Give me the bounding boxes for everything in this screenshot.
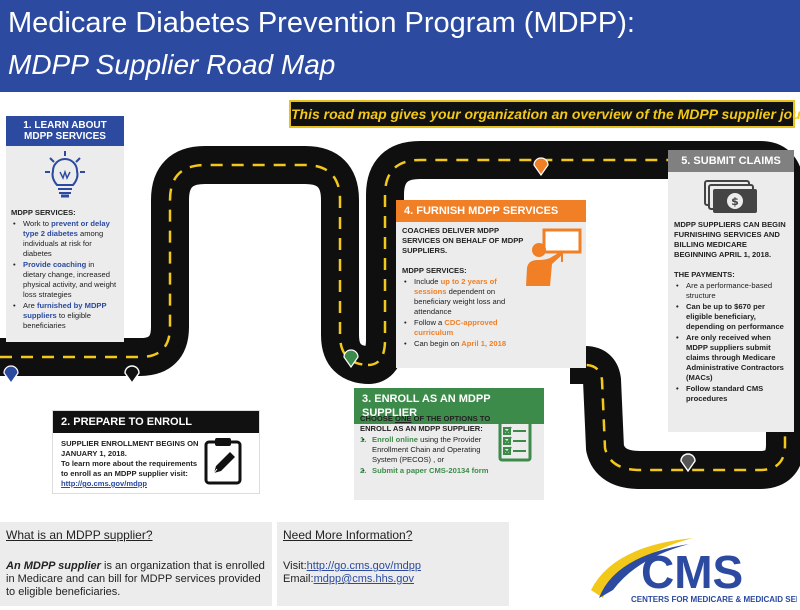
svg-text:$: $	[731, 195, 739, 208]
pin-blue-icon	[3, 365, 19, 384]
step3-enroll-box: 3. ENROLL AS AN MDPP SUPPLIER CHOOSE ONE…	[354, 388, 544, 500]
step5-billing: MDPP SUPPLIERS CAN BEGIN FURNISHING SERV…	[674, 220, 786, 259]
step1-bullet: Provide coaching in dietary change, incr…	[11, 260, 119, 300]
more-heading: Need More Information?	[283, 528, 413, 542]
email-link[interactable]: mdpp@cms.hhs.gov	[313, 573, 414, 585]
money-icon: $	[704, 180, 757, 213]
step2-link[interactable]: http://go.cms.gov/mdpp	[61, 479, 148, 488]
page-title: Medicare Diabetes Prevention Program (MD…	[8, 7, 635, 39]
more-body: Visit:http://go.cms.gov/mdpp Email:mdpp@…	[283, 560, 421, 585]
step4-bullet: Can begin on April 1, 2018	[402, 339, 526, 349]
step4-bullet: Follow a CDC-approved curriculum	[402, 318, 526, 338]
pin-gray-icon	[680, 453, 696, 472]
cms-logo: CMS CENTERS FOR MEDICARE & MEDICAID SERV…	[591, 538, 797, 604]
step2-title: 2. PREPARE TO ENROLL	[53, 411, 259, 433]
step1-bullet: Work to prevent or delay type 2 diabetes…	[11, 219, 119, 259]
step2-prepare-box: 2. PREPARE TO ENROLL SUPPLIER ENROLLMENT…	[52, 410, 260, 494]
step4-bullet: Include up to 2 years of sessions depend…	[402, 277, 526, 317]
more-info-panel: Need More Information? Visit:http://go.c…	[277, 522, 509, 606]
step5-heading: THE PAYMENTS:	[674, 270, 735, 279]
step1-learn-box: 1. LEARN ABOUT MDPP SERVICES MDPP SERVIC…	[6, 116, 124, 342]
step2-enrollment-date: SUPPLIER ENROLLMENT BEGINS ON JANUARY 1,…	[61, 439, 199, 458]
step5-bullet: Follow standard CMS procedures	[674, 384, 788, 404]
tagline-banner: This road map gives your organization an…	[289, 100, 800, 128]
lightbulb-icon	[45, 151, 85, 198]
cms-tagline: CENTERS FOR MEDICARE & MEDICAID SERVICES	[631, 595, 797, 604]
step1-bullet: Are furnished by MDPP suppliers to eligi…	[11, 301, 119, 331]
step2-learn-more: To learn more about the requirements to …	[61, 459, 198, 478]
page-subtitle: MDPP Supplier Road Map	[8, 49, 336, 80]
visit-link[interactable]: http://go.cms.gov/mdpp	[306, 560, 421, 572]
step5-bullet: Are a performance-based structure	[674, 281, 788, 301]
checklist-icon	[498, 416, 532, 462]
step3-option: 1.Enroll online using the Provider Enrol…	[360, 435, 500, 465]
what-is-supplier-panel: What is an MDPP supplier? An MDPP suppli…	[0, 522, 272, 606]
pin-white-icon	[124, 365, 140, 384]
step5-bullet: Can be up to $670 per eligible beneficia…	[674, 302, 788, 332]
step4-heading: MDPP SERVICES:	[402, 266, 467, 275]
pin-orange-icon	[533, 157, 549, 176]
what-body: An MDPP supplier is an organization that…	[6, 560, 265, 598]
step3-intro: CHOOSE ONE OF THE OPTIONS TO ENROLL AS A…	[360, 414, 491, 433]
step3-option: 2.Submit a paper CMS-20134 form	[360, 466, 500, 476]
step5-claims-box: 5. SUBMIT CLAIMS $ MDPP SUPPLIERS CAN BE…	[668, 150, 794, 432]
step1-title: 1. LEARN ABOUT MDPP SERVICES	[6, 116, 124, 146]
pin-green-icon	[343, 349, 359, 368]
step4-coaches: COACHES DELIVER MDPP SERVICES ON BEHALF …	[402, 226, 524, 255]
step4-furnish-box: 4. FURNISH MDPP SERVICES COACHES DELIVER…	[396, 200, 586, 368]
step5-bullet: Are only received when MDPP suppliers su…	[674, 333, 788, 383]
step4-title: 4. FURNISH MDPP SERVICES	[396, 200, 586, 222]
page-header: Medicare Diabetes Prevention Program (MD…	[0, 0, 800, 92]
clipboard-pencil-icon	[204, 438, 242, 485]
cms-mark: CMS	[641, 546, 743, 598]
step5-title: 5. SUBMIT CLAIMS	[668, 150, 794, 172]
what-heading: What is an MDPP supplier?	[6, 528, 153, 542]
step1-heading: MDPP SERVICES:	[11, 208, 76, 217]
coach-presenting-icon	[526, 228, 582, 286]
